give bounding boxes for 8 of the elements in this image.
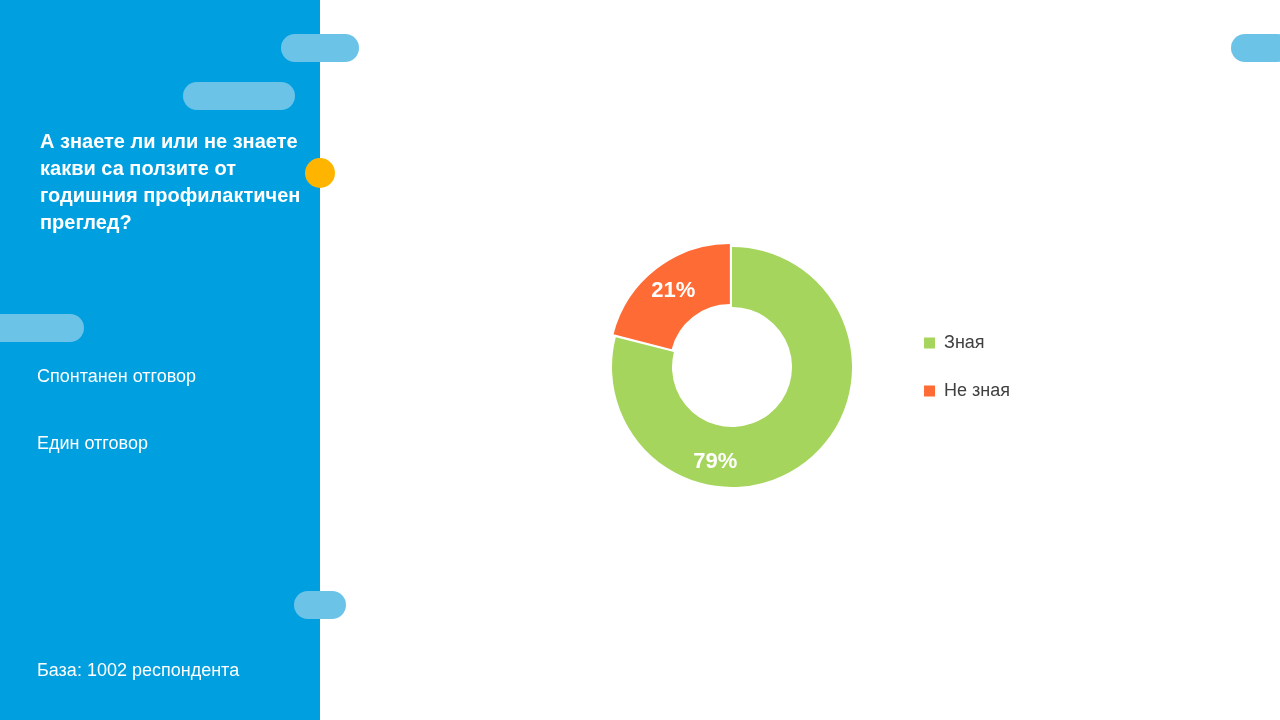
data-label: 79%: [693, 447, 738, 473]
text: Един отговор: [37, 433, 148, 454]
legend-label: Зная: [944, 331, 985, 352]
text: База: 1002 респондента: [37, 660, 240, 681]
data-label: 21%: [651, 277, 696, 303]
legend-label: Не зная: [944, 379, 1011, 400]
text: А знаете ли или не знаете какви са ползите от годишния профилактичен преглед?: [40, 129, 302, 235]
text: Спонтанен отговор: [37, 366, 197, 387]
